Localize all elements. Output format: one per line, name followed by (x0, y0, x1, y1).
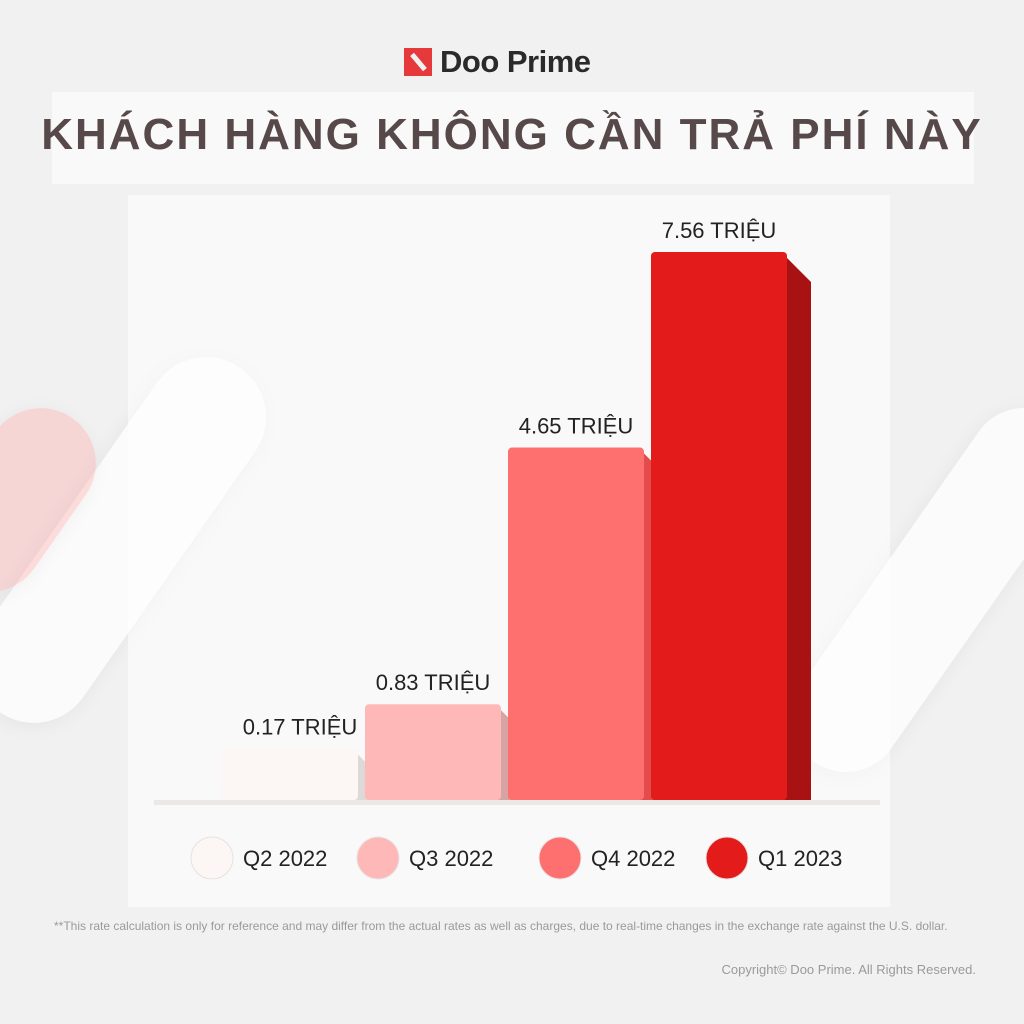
bar-Q1 2023 (651, 251, 787, 800)
page-title: KHÁCH HÀNG KHÔNG CẦN TRẢ PHÍ NÀY (41, 110, 983, 159)
data-label: 0.17 TRIỆU (243, 715, 358, 740)
legend-swatch (705, 836, 749, 880)
legend-label: Q1 2023 (758, 846, 842, 871)
bar-Q3 2022 (365, 704, 501, 800)
data-label: 0.83 TRIỆU (376, 670, 491, 695)
chart-baseline (154, 800, 880, 805)
doo-prime-logo-icon (404, 48, 432, 76)
legend-label: Q4 2022 (591, 846, 675, 871)
brand-logo: Doo Prime (404, 44, 591, 80)
legend-label: Q2 2022 (243, 846, 327, 871)
title-background (52, 92, 974, 184)
bar-Q4 2022 (508, 447, 644, 800)
bar-Q2 2022 (222, 748, 358, 800)
data-label: 4.65 TRIỆU (519, 414, 634, 439)
legend-swatch (538, 836, 582, 880)
legend-swatch (356, 836, 400, 880)
legend-swatch (190, 836, 234, 880)
data-label: 7.56 TRIỆU (662, 218, 777, 243)
brand-name: Doo Prime (440, 44, 591, 79)
footnote: **This rate calculation is only for refe… (54, 919, 948, 933)
bar-side-Q1 2023 (781, 251, 811, 800)
copyright: Copyright© Doo Prime. All Rights Reserve… (721, 962, 976, 977)
legend-label: Q3 2022 (409, 846, 493, 871)
